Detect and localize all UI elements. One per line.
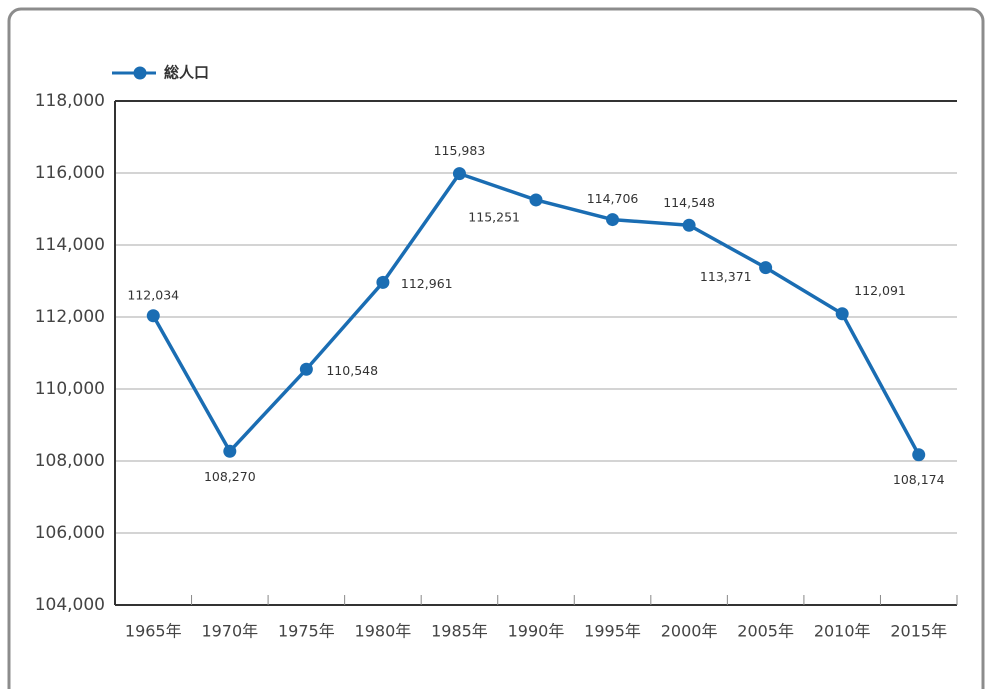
x-tick-label: 1985年 bbox=[431, 622, 488, 641]
x-tick-label: 2015年 bbox=[890, 622, 947, 641]
data-label: 110,548 bbox=[326, 363, 378, 378]
data-label: 113,371 bbox=[700, 269, 752, 284]
data-point bbox=[912, 448, 926, 462]
data-label: 115,983 bbox=[434, 143, 486, 158]
x-tick-label: 2000年 bbox=[661, 622, 718, 641]
data-point bbox=[529, 193, 543, 207]
x-tick-label: 1975年 bbox=[278, 622, 335, 641]
data-point bbox=[835, 307, 849, 321]
y-tick-label: 108,000 bbox=[35, 451, 105, 471]
y-tick-label: 104,000 bbox=[35, 595, 105, 615]
data-label: 114,548 bbox=[663, 195, 715, 210]
data-label: 115,251 bbox=[468, 209, 520, 224]
data-point bbox=[223, 444, 237, 458]
data-point bbox=[452, 167, 466, 181]
data-point bbox=[759, 261, 773, 275]
card bbox=[7, 7, 985, 689]
x-tick-label: 1980年 bbox=[355, 622, 412, 641]
data-point bbox=[376, 275, 390, 289]
data-label: 112,091 bbox=[854, 283, 906, 298]
data-label: 112,961 bbox=[401, 276, 453, 291]
x-tick-label: 1995年 bbox=[584, 622, 641, 641]
y-tick-label: 114,000 bbox=[35, 235, 105, 255]
data-label: 112,034 bbox=[127, 287, 179, 302]
legend-marker bbox=[133, 66, 147, 80]
y-tick-label: 106,000 bbox=[35, 523, 105, 543]
x-tick-label: 2005年 bbox=[737, 622, 794, 641]
data-point bbox=[606, 213, 620, 227]
y-tick-label: 112,000 bbox=[35, 307, 105, 327]
x-tick-label: 2010年 bbox=[814, 622, 871, 641]
data-label: 114,706 bbox=[587, 191, 639, 206]
data-point bbox=[146, 309, 160, 323]
x-tick-label: 1970年 bbox=[201, 622, 258, 641]
data-label: 108,270 bbox=[204, 469, 256, 484]
y-tick-label: 110,000 bbox=[35, 379, 105, 399]
y-tick-label: 116,000 bbox=[35, 163, 105, 183]
legend-label: 総人口 bbox=[164, 64, 209, 82]
x-tick-label: 1990年 bbox=[508, 622, 565, 641]
data-label: 108,174 bbox=[893, 472, 945, 487]
data-point bbox=[299, 362, 313, 376]
y-tick-label: 118,000 bbox=[35, 91, 105, 111]
x-tick-label: 1965年 bbox=[125, 622, 182, 641]
data-point bbox=[682, 218, 696, 232]
